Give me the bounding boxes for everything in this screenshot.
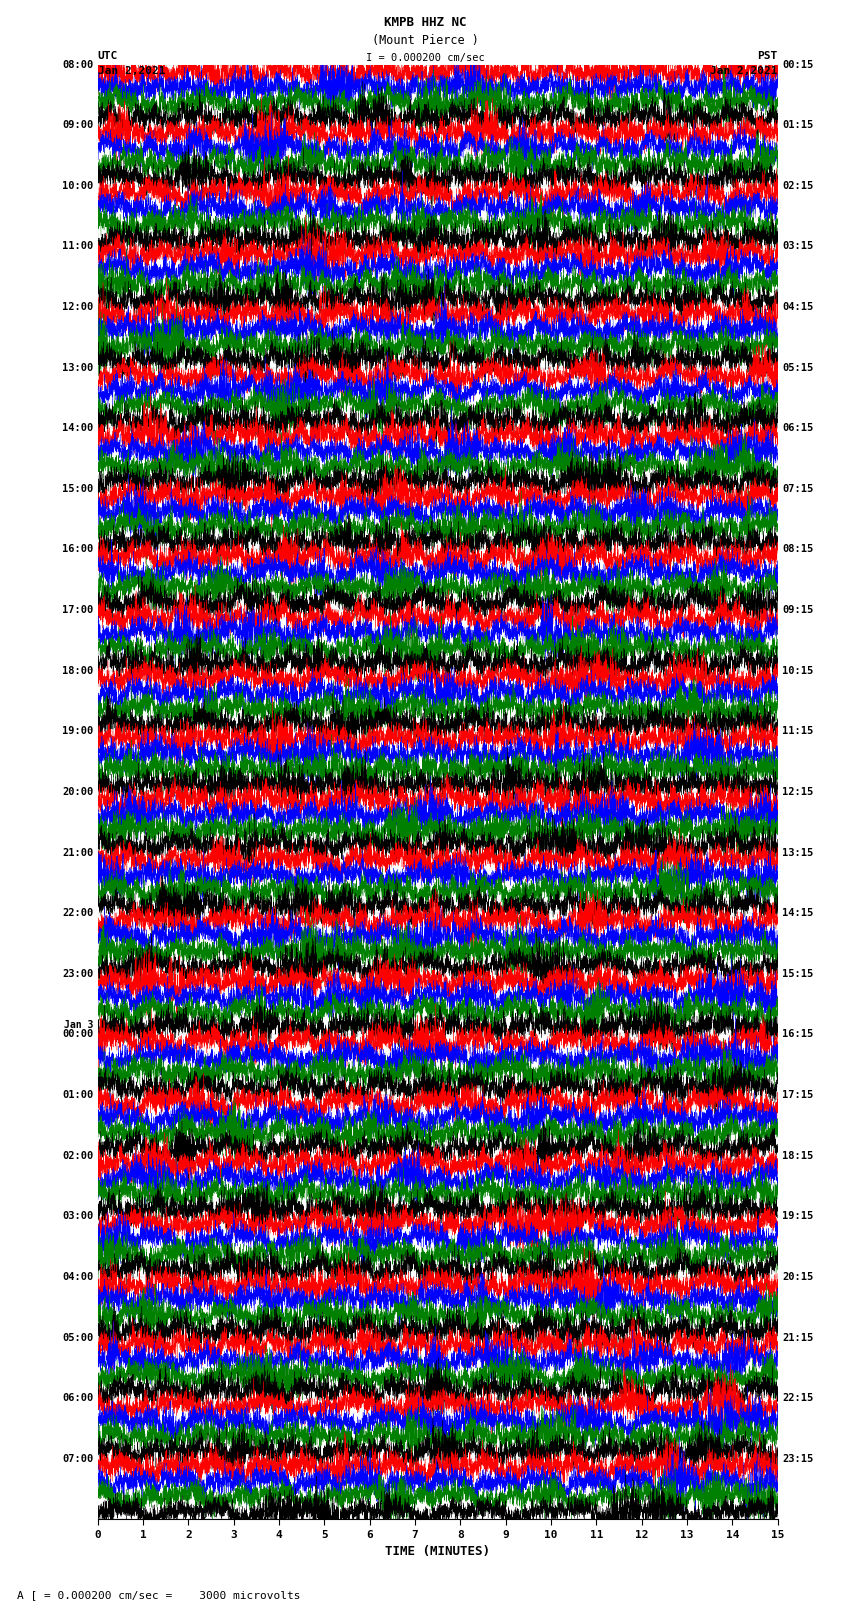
Text: 17:00: 17:00 [62,605,94,615]
Text: 01:15: 01:15 [782,119,813,131]
Text: 19:00: 19:00 [62,726,94,737]
Text: PST: PST [757,52,778,61]
Text: 01:00: 01:00 [62,1090,94,1100]
Text: 05:00: 05:00 [62,1332,94,1342]
Text: 22:15: 22:15 [782,1394,813,1403]
Text: 21:15: 21:15 [782,1332,813,1342]
Text: 16:15: 16:15 [782,1029,813,1039]
Text: Jan 3: Jan 3 [64,1019,94,1029]
Text: 12:15: 12:15 [782,787,813,797]
Text: UTC: UTC [98,52,118,61]
Text: 09:15: 09:15 [782,605,813,615]
Text: 14:00: 14:00 [62,423,94,434]
Text: 13:15: 13:15 [782,847,813,858]
Text: 16:00: 16:00 [62,545,94,555]
Text: 10:15: 10:15 [782,666,813,676]
Text: 07:00: 07:00 [62,1453,94,1465]
Text: 17:15: 17:15 [782,1090,813,1100]
Text: 18:00: 18:00 [62,666,94,676]
Text: 06:15: 06:15 [782,423,813,434]
Text: 14:15: 14:15 [782,908,813,918]
Text: 08:00: 08:00 [62,60,94,69]
Text: 22:00: 22:00 [62,908,94,918]
Text: 03:00: 03:00 [62,1211,94,1221]
Text: 15:00: 15:00 [62,484,94,494]
Text: 03:15: 03:15 [782,242,813,252]
X-axis label: TIME (MINUTES): TIME (MINUTES) [385,1545,490,1558]
Text: 02:00: 02:00 [62,1150,94,1161]
Text: 15:15: 15:15 [782,969,813,979]
Text: (Mount Pierce ): (Mount Pierce ) [371,34,479,47]
Text: 08:15: 08:15 [782,545,813,555]
Text: 11:00: 11:00 [62,242,94,252]
Text: 05:15: 05:15 [782,363,813,373]
Text: 20:15: 20:15 [782,1273,813,1282]
Text: 18:15: 18:15 [782,1150,813,1161]
Text: 21:00: 21:00 [62,847,94,858]
Text: 00:00: 00:00 [62,1029,94,1039]
Text: I = 0.000200 cm/sec: I = 0.000200 cm/sec [366,53,484,63]
Text: KMPB HHZ NC: KMPB HHZ NC [383,16,467,29]
Text: 12:00: 12:00 [62,302,94,311]
Text: 23:00: 23:00 [62,969,94,979]
Text: 02:15: 02:15 [782,181,813,190]
Text: 04:00: 04:00 [62,1273,94,1282]
Text: 19:15: 19:15 [782,1211,813,1221]
Text: 13:00: 13:00 [62,363,94,373]
Text: 11:15: 11:15 [782,726,813,737]
Text: Jan 2,2021: Jan 2,2021 [711,66,778,76]
Text: 09:00: 09:00 [62,119,94,131]
Text: 23:15: 23:15 [782,1453,813,1465]
Text: 06:00: 06:00 [62,1394,94,1403]
Text: A [ = 0.000200 cm/sec =    3000 microvolts: A [ = 0.000200 cm/sec = 3000 microvolts [17,1590,301,1600]
Text: 04:15: 04:15 [782,302,813,311]
Text: 10:00: 10:00 [62,181,94,190]
Text: Jan 2,2021: Jan 2,2021 [98,66,165,76]
Text: 07:15: 07:15 [782,484,813,494]
Text: 00:15: 00:15 [782,60,813,69]
Text: 20:00: 20:00 [62,787,94,797]
